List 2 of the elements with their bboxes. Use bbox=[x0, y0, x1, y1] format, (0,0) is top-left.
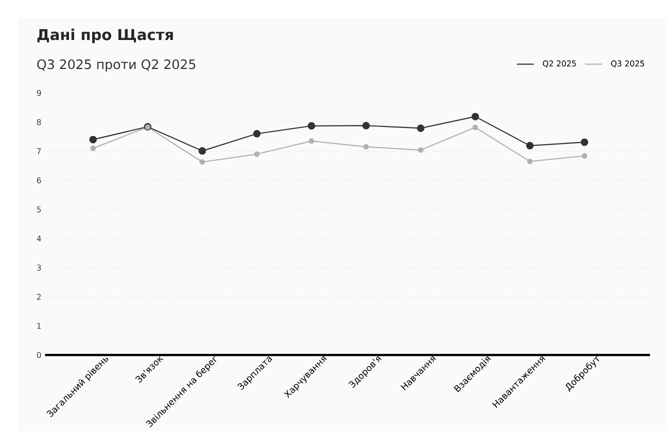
chart-subtitle: Q3 2025 проти Q2 2025 bbox=[37, 59, 196, 72]
chart-title: Дані про Щастя bbox=[37, 28, 173, 44]
